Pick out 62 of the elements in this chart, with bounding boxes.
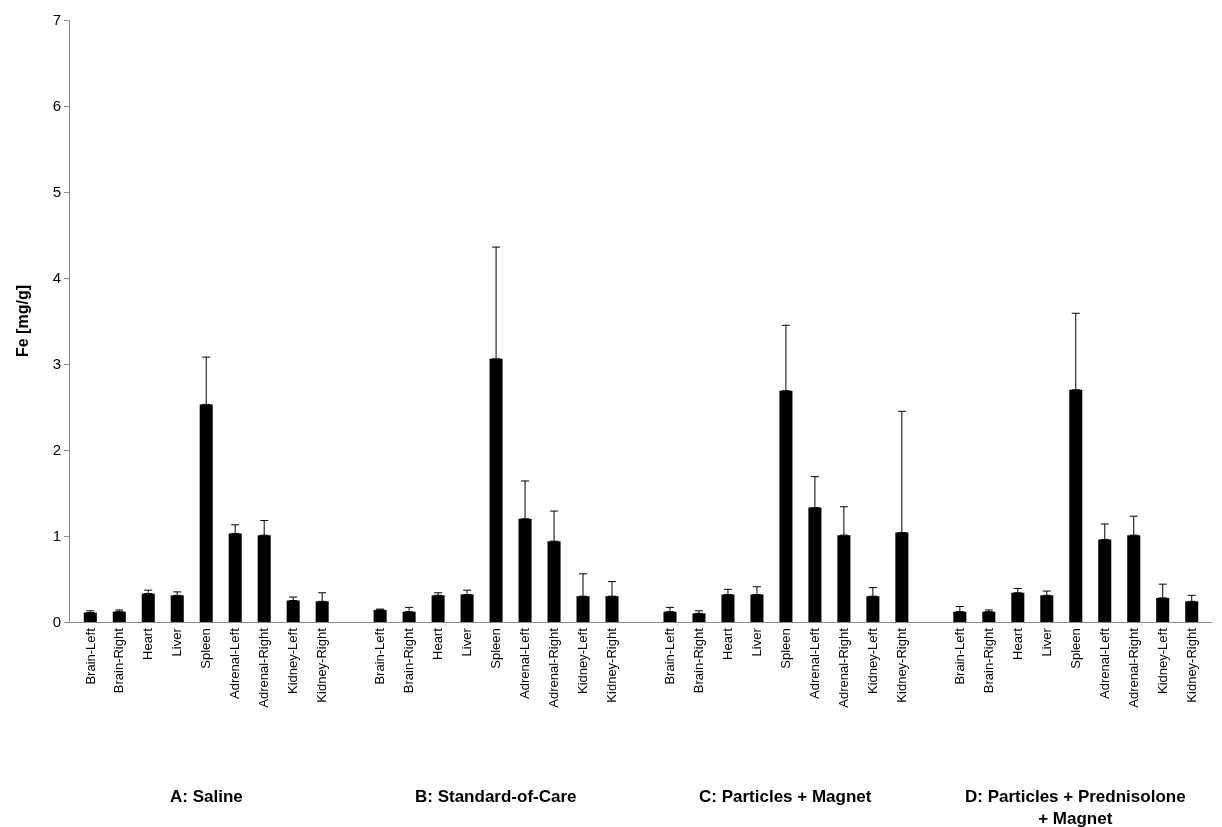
- x-tick-label: Kidney-Right: [314, 627, 330, 703]
- bar: [431, 595, 445, 622]
- text: C: Particles + Magnet: [699, 787, 872, 806]
- x-tick-label: Brain-Left: [372, 627, 388, 685]
- x-tick-label: Liver: [169, 627, 185, 657]
- bar: [1011, 592, 1025, 622]
- bar: [692, 613, 706, 622]
- x-tick-label: Kidney-Right: [1183, 627, 1199, 703]
- x-tick-label: Kidney-Right: [894, 627, 910, 703]
- x-tick-label: Brain-Right: [981, 627, 997, 694]
- x-tick-label: Brain-Left: [662, 627, 678, 685]
- y-tick-label: 2: [52, 441, 61, 459]
- x-tick-label: Adrenal-Left: [807, 627, 823, 700]
- bar: [982, 611, 996, 622]
- x-tick-label: Heart: [1010, 627, 1026, 660]
- y-tick-label: 4: [52, 269, 61, 287]
- bar: [83, 612, 97, 622]
- x-tick-label: Adrenal-Right: [546, 627, 562, 708]
- x-tick-label: Adrenal-Left: [227, 627, 243, 700]
- y-tick-label: 0: [52, 613, 61, 631]
- x-tick-label: Spleen: [778, 628, 794, 669]
- y-tick-label: 5: [52, 183, 61, 201]
- y-axis-title: Fe [mg/g]: [13, 285, 31, 357]
- x-tick-label: Kidney-Left: [285, 627, 301, 694]
- bar: [170, 595, 184, 622]
- x-tick-label: Adrenal-Right: [1125, 627, 1141, 708]
- y-tick-label: 7: [52, 11, 61, 29]
- y-tick-label: 3: [52, 355, 61, 373]
- x-tick-label: Kidney-Left: [865, 627, 881, 694]
- x-tick-label: Brain-Right: [691, 627, 707, 694]
- x-tick-label: Brain-Left: [82, 627, 98, 685]
- x-tick-label: Adrenal-Left: [517, 627, 533, 700]
- x-tick-label: Brain-Left: [952, 627, 968, 685]
- x-tick-label: Heart: [140, 627, 156, 660]
- bar: [460, 594, 474, 622]
- x-tick-label: Spleen: [1067, 628, 1083, 669]
- x-tick-label: Spleen: [488, 628, 504, 669]
- x-tick-label: Brain-Right: [401, 627, 417, 694]
- x-tick-label: Kidney-Left: [575, 627, 591, 694]
- x-tick-label: Heart: [430, 627, 446, 660]
- y-tick-label: 6: [52, 97, 61, 115]
- x-tick-label: Kidney-Right: [604, 627, 620, 703]
- text: B: Standard-of-Care: [415, 787, 577, 806]
- x-tick-label: Kidney-Left: [1154, 627, 1170, 694]
- x-tick-label: Liver: [459, 627, 475, 657]
- bar: [373, 609, 387, 622]
- bar: [402, 611, 416, 622]
- y-tick-label: 1: [52, 527, 61, 545]
- bar: [663, 611, 677, 622]
- bar: [286, 600, 300, 622]
- text: A: Saline: [170, 787, 243, 806]
- text: D: Particles + Prednisolone + Magnet: [965, 787, 1186, 827]
- x-tick-label: Liver: [749, 627, 765, 657]
- x-tick-label: Adrenal-Right: [836, 627, 852, 708]
- bar: [141, 593, 155, 622]
- x-tick-label: Spleen: [198, 628, 214, 669]
- x-tick-label: Brain-Right: [111, 627, 127, 694]
- x-tick-label: Adrenal-Left: [1096, 627, 1112, 700]
- x-tick-label: Adrenal-Right: [256, 627, 272, 708]
- bar: [112, 611, 126, 622]
- x-tick-label: Liver: [1039, 627, 1055, 657]
- x-tick-label: Heart: [720, 627, 736, 660]
